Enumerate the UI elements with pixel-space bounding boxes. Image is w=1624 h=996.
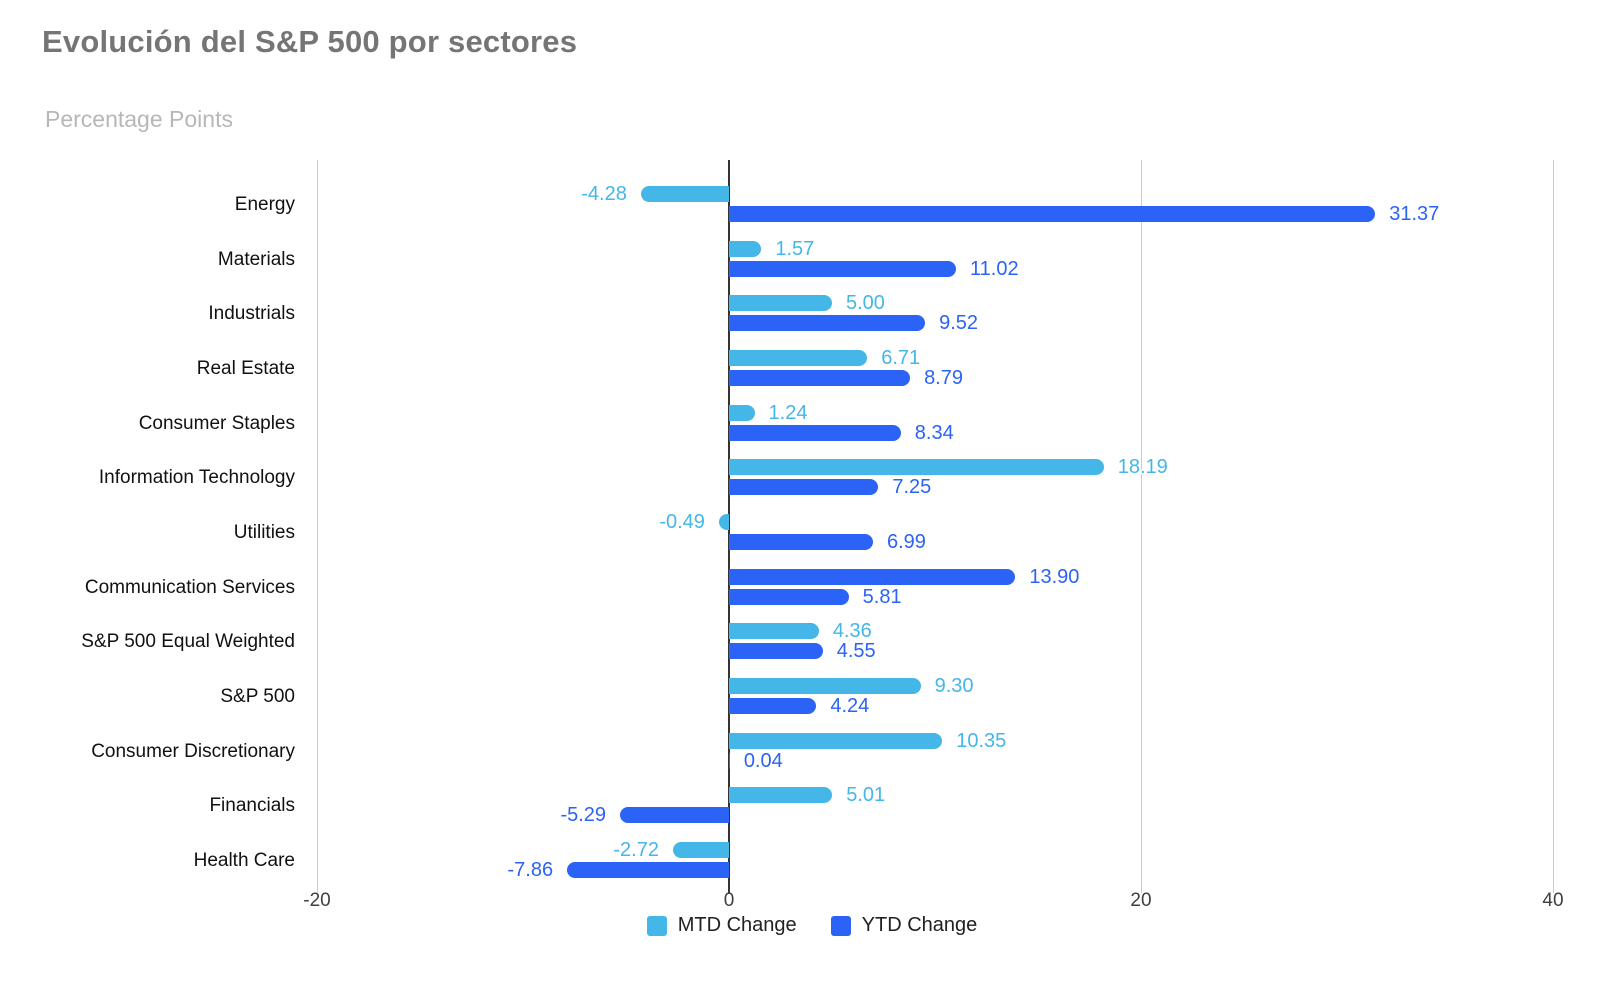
bar-mtd-10 bbox=[729, 732, 943, 749]
value-label-ytd-5: 7.25 bbox=[892, 476, 932, 499]
bar-mtd-7 bbox=[729, 568, 1016, 585]
category-label: Information Technology bbox=[98, 467, 295, 489]
legend-label-mtd: MTD Change bbox=[677, 914, 797, 936]
value-label-ytd-0: 31.37 bbox=[1389, 203, 1440, 225]
value-label-ytd-11: -5.29 bbox=[560, 804, 607, 827]
value-label-ytd-12: -7.86 bbox=[507, 859, 554, 882]
category-label: Real Estate bbox=[196, 358, 295, 379]
tick-label-20: 20 bbox=[1130, 890, 1152, 911]
bar-mtd-1 bbox=[729, 240, 762, 257]
value-label-ytd-2: 9.52 bbox=[939, 312, 979, 335]
category-label: Materials bbox=[217, 248, 295, 270]
gridline--20 bbox=[317, 160, 318, 893]
value-label-mtd-11: 5.01 bbox=[846, 784, 886, 807]
value-label-mtd-1: 1.57 bbox=[775, 237, 815, 260]
legend-swatch-mtd bbox=[646, 915, 667, 936]
value-label-ytd-1: 11.02 bbox=[970, 257, 1019, 280]
bar-ytd-6 bbox=[729, 534, 873, 551]
value-label-ytd-7: 5.81 bbox=[862, 585, 902, 608]
bar-mtd-3 bbox=[729, 350, 868, 366]
bar-mtd-9 bbox=[729, 678, 921, 695]
legend: MTD Change YTD Change bbox=[0, 914, 1624, 937]
tick-label-0: 0 bbox=[723, 890, 735, 911]
tick-label-40: 40 bbox=[1542, 890, 1564, 911]
legend-item-mtd: MTD Change bbox=[646, 914, 797, 937]
category-label: S&P 500 Equal Weighted bbox=[81, 631, 295, 653]
category-label: Financials bbox=[209, 795, 295, 817]
category-label: Utilities bbox=[233, 522, 295, 544]
value-label-mtd-5: 18.19 bbox=[1117, 456, 1168, 479]
bar-mtd-5 bbox=[729, 459, 1104, 476]
bar-mtd-12 bbox=[672, 842, 729, 859]
value-label-mtd-7: 13.90 bbox=[1029, 565, 1080, 588]
value-label-ytd-6: 6.99 bbox=[886, 531, 926, 554]
category-label: Health Care bbox=[193, 850, 295, 872]
value-label-mtd-12: -2.72 bbox=[613, 839, 659, 862]
bar-mtd-0 bbox=[640, 186, 729, 202]
value-label-ytd-8: 4.55 bbox=[836, 640, 876, 663]
bar-ytd-5 bbox=[729, 479, 879, 496]
bar-mtd-8 bbox=[729, 623, 819, 640]
chart-title: Evolución del S&P 500 por sectores bbox=[42, 24, 578, 59]
gridline-40 bbox=[1553, 160, 1554, 893]
category-label: Energy bbox=[234, 194, 295, 215]
bar-ytd-0 bbox=[729, 206, 1376, 222]
category-label: Industrials bbox=[208, 303, 295, 325]
value-label-ytd-3: 8.79 bbox=[924, 367, 963, 389]
bar-ytd-2 bbox=[729, 315, 926, 332]
bar-ytd-10 bbox=[729, 752, 730, 769]
bar-ytd-12 bbox=[567, 862, 729, 879]
category-label: S&P 500 bbox=[220, 686, 295, 708]
value-label-mtd-2: 5.00 bbox=[846, 292, 885, 315]
value-label-mtd-9: 9.30 bbox=[934, 675, 974, 698]
bar-mtd-4 bbox=[729, 404, 755, 421]
chart-subtitle: Percentage Points bbox=[45, 106, 233, 132]
plot-area: -4.28 1.57 5.00 6.71 1.24 18.19 -0.49 13.90 4.36… bbox=[317, 160, 1554, 893]
bar-ytd-9 bbox=[729, 698, 817, 715]
bar-ytd-3 bbox=[729, 370, 911, 386]
value-label-ytd-10: 0.04 bbox=[743, 749, 783, 772]
category-label: Consumer Discretionary bbox=[91, 740, 295, 762]
bar-mtd-6 bbox=[718, 514, 729, 531]
zero-axis-line bbox=[728, 160, 730, 893]
value-label-mtd-8: 4.36 bbox=[832, 620, 872, 643]
value-label-mtd-6: -0.49 bbox=[659, 511, 705, 534]
value-label-ytd-9: 4.24 bbox=[830, 695, 870, 718]
bar-mtd-2 bbox=[729, 295, 832, 312]
legend-swatch-ytd bbox=[830, 915, 851, 936]
bar-mtd-11 bbox=[729, 787, 833, 804]
value-label-mtd-10: 10.35 bbox=[956, 729, 1007, 752]
value-label-mtd-4: 1.24 bbox=[768, 401, 808, 424]
bar-ytd-7 bbox=[729, 588, 849, 605]
value-label-ytd-4: 8.34 bbox=[914, 421, 954, 444]
tick-label--20: -20 bbox=[303, 890, 331, 911]
bar-ytd-4 bbox=[729, 424, 901, 441]
category-label: Consumer Staples bbox=[138, 412, 295, 434]
gridline-20 bbox=[1141, 160, 1142, 893]
bar-ytd-1 bbox=[729, 260, 956, 277]
category-label: Communication Services bbox=[84, 576, 295, 598]
value-label-mtd-3: 6.71 bbox=[881, 347, 921, 369]
value-label-mtd-0: -4.28 bbox=[581, 183, 627, 205]
legend-label-ytd: YTD Change bbox=[861, 914, 978, 936]
legend-item-ytd: YTD Change bbox=[830, 914, 978, 937]
bar-ytd-8 bbox=[729, 643, 823, 660]
bar-ytd-11 bbox=[620, 807, 729, 824]
